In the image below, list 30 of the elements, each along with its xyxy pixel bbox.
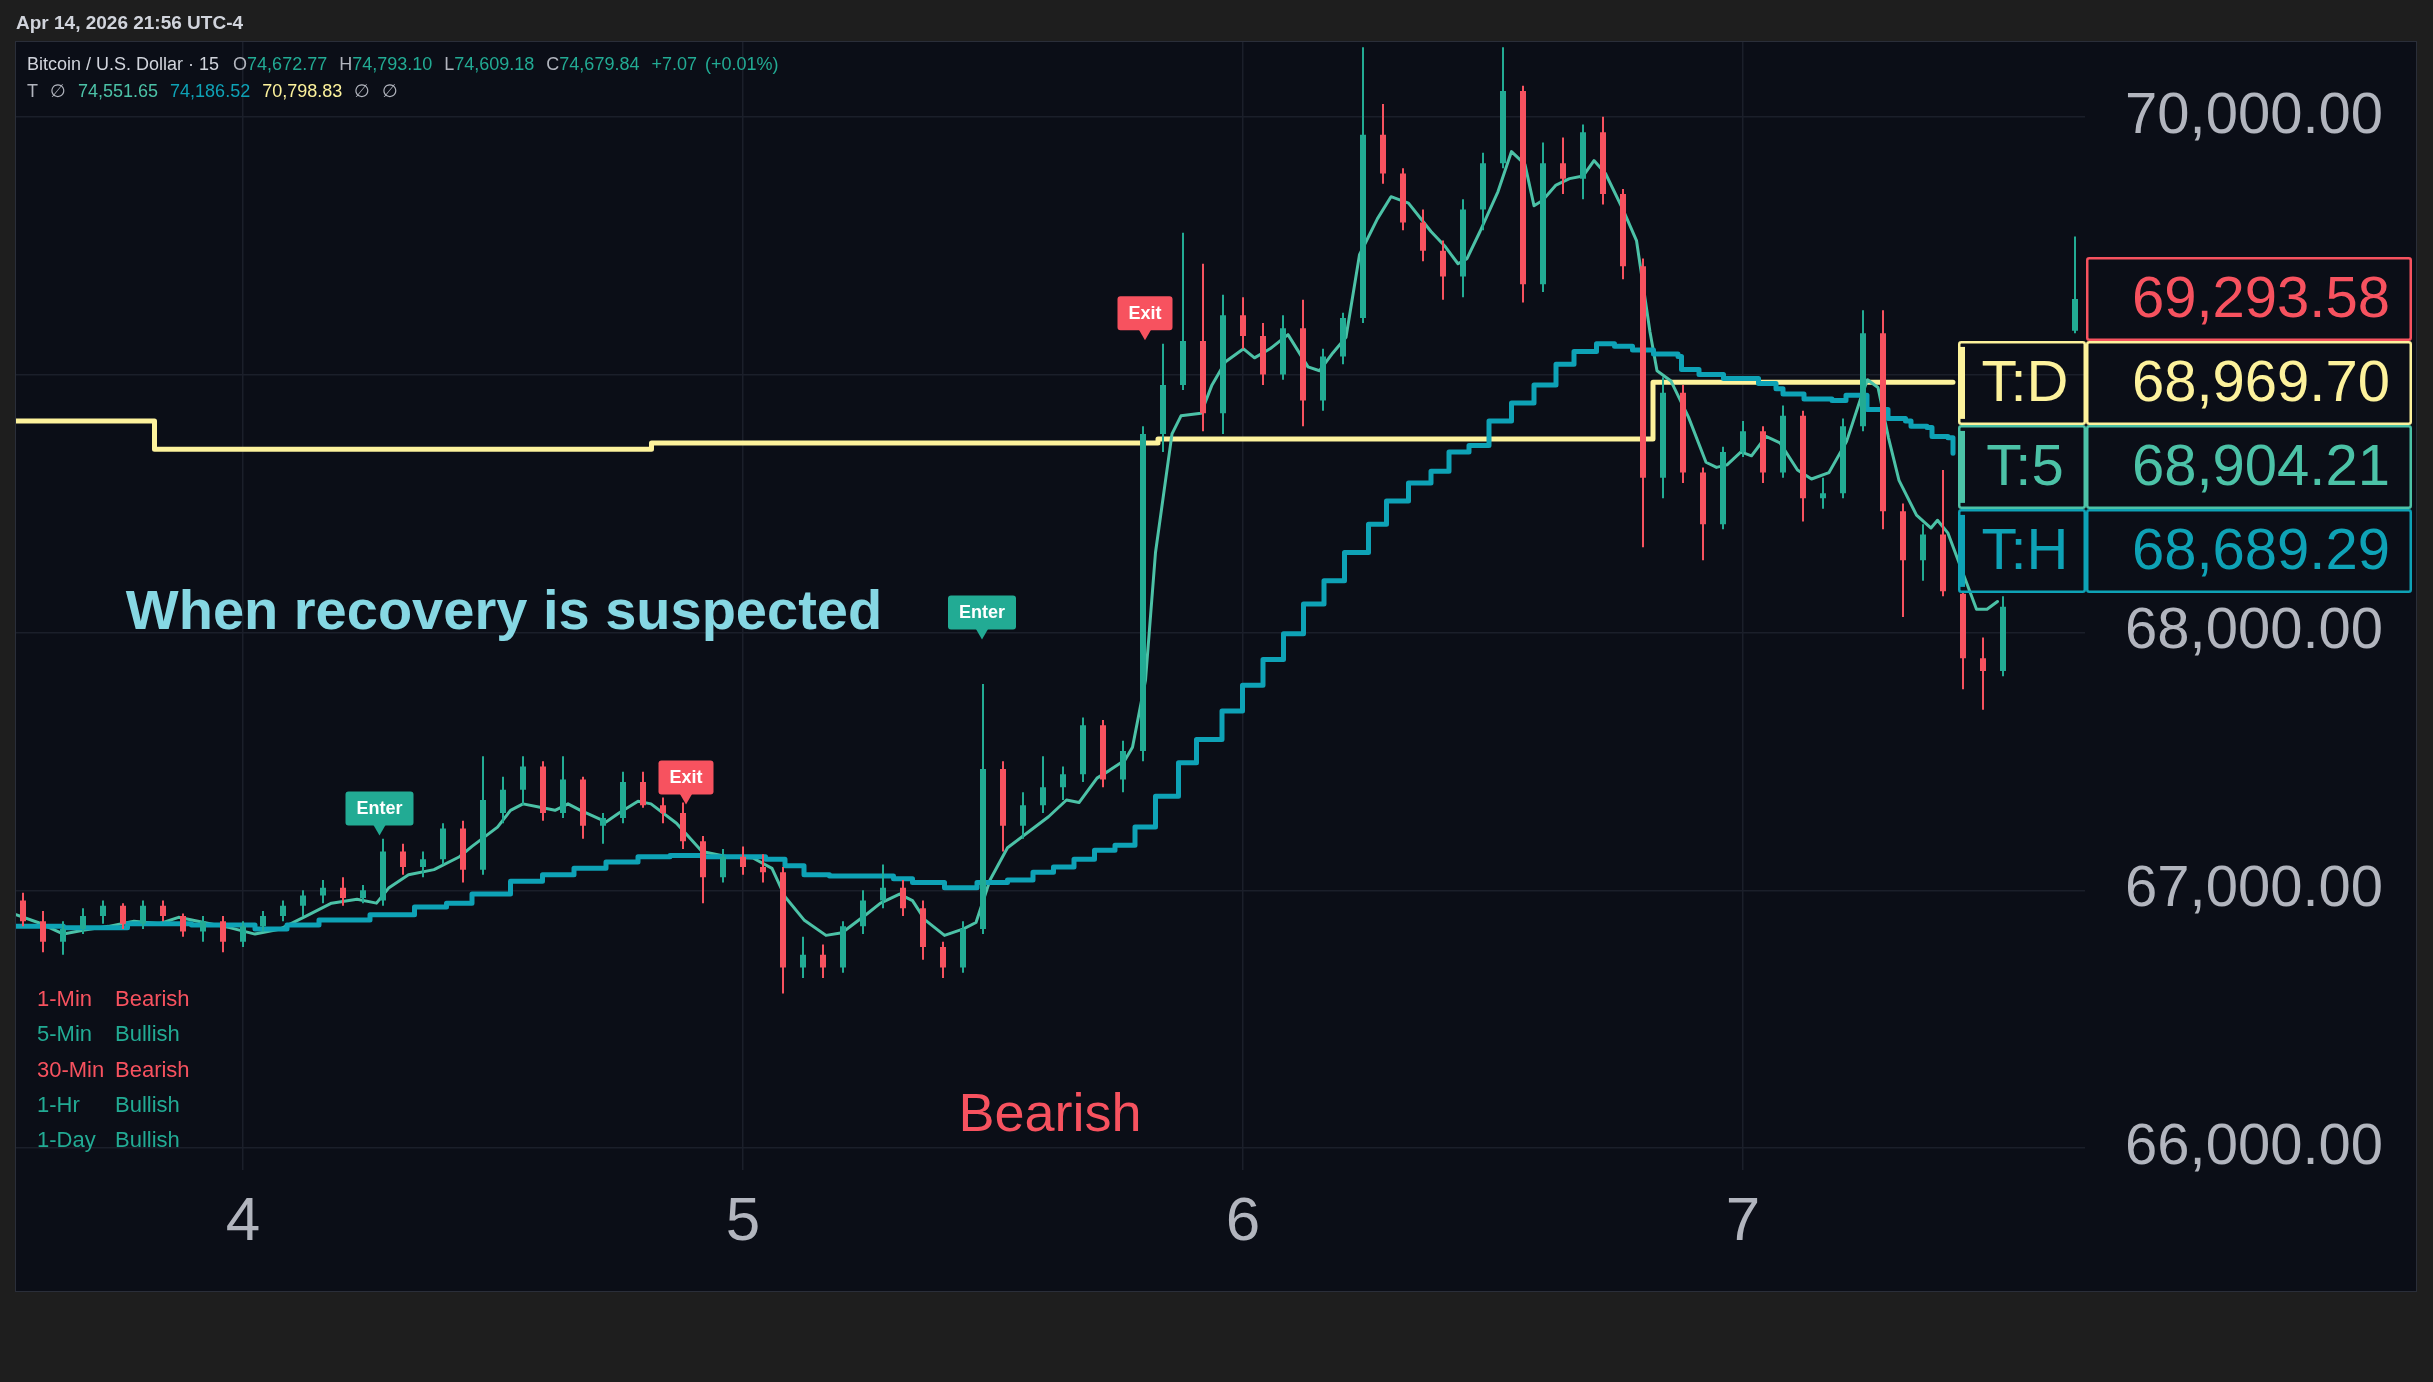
series-label: Enter <box>356 798 403 819</box>
legend-label: T:D <box>1981 347 2069 413</box>
annotation: When recovery is suspected <box>125 577 883 643</box>
text: Apr 14, 2026 21:56 UTC-4 <box>16 11 244 35</box>
x-tick-label: 4 <box>225 1184 261 1254</box>
y-tick-label: 68,000.00 <box>2125 595 2384 661</box>
text: Enter <box>958 602 1006 623</box>
annotation: 1-Min Bearish <box>37 986 190 1012</box>
x-tick-label: 7 <box>1725 1184 1761 1254</box>
y-tick-label: 67,000.00 <box>2125 853 2384 919</box>
text: Bitcoin / U.S. Dollar · 15 <box>27 53 220 76</box>
annotation: 69,293.58 <box>2131 263 2390 329</box>
annotation: Bearish <box>958 1081 1142 1144</box>
series-label: Exit <box>1128 303 1162 324</box>
text: O74,672.77 H74,793.10 L74,609.18 C74,679.84 +7.07 (+0.01%) <box>233 54 779 74</box>
legend-label: T:H <box>1981 515 2069 581</box>
y-tick-label: 66,000.00 <box>2125 1111 2384 1177</box>
y-tick-label: 70,000.00 <box>2125 79 2384 145</box>
annotation: 5-Min Bullish <box>37 1021 180 1048</box>
annotation: 1-Day Bullish <box>37 1127 180 1154</box>
x-tick-label: 5 <box>725 1184 761 1254</box>
annotation: T ∅ 74,551.65 74,186.52 70,798.83 ∅ ∅ <box>27 81 399 101</box>
annotation: 30-Min Bearish <box>37 1056 190 1083</box>
text: 68,689.29 <box>2131 515 2390 581</box>
text: Exit <box>669 767 703 788</box>
text: 1-Hr Bullish <box>37 1091 180 1117</box>
x-tick-label: 6 <box>1225 1184 1261 1254</box>
text: 68,904.21 <box>2131 431 2390 497</box>
legend-label: T:5 <box>1986 431 2064 497</box>
text: 68,969.70 <box>2131 347 2390 413</box>
